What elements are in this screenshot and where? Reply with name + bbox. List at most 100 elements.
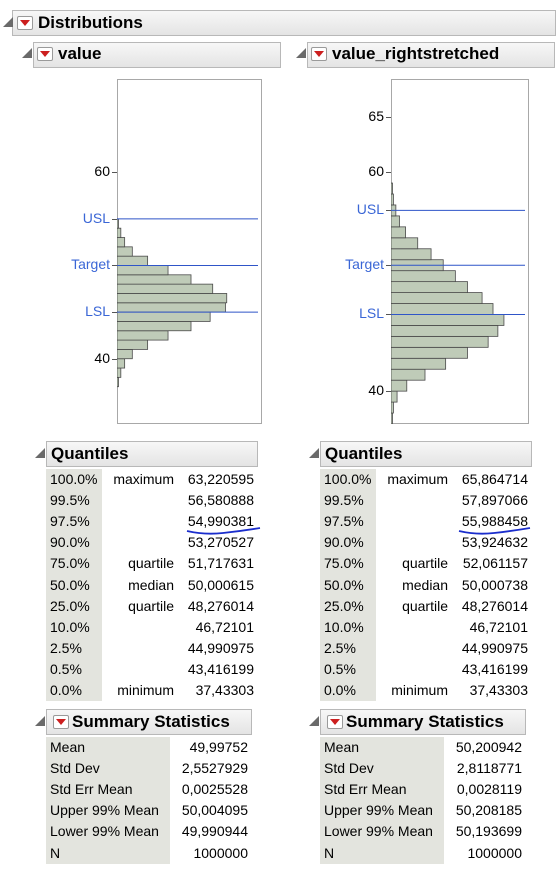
quantile-percent: 10.0% xyxy=(324,618,364,635)
quantile-label xyxy=(376,532,448,553)
histogram-bar xyxy=(117,339,149,350)
quantile-label: median xyxy=(402,576,448,593)
histogram-bar xyxy=(117,376,119,388)
histogram-bar xyxy=(117,358,126,369)
y-tick-mark xyxy=(112,172,117,174)
y-tick-mark xyxy=(112,265,117,267)
quantile-label: minimum xyxy=(117,682,174,698)
summary-label: N xyxy=(324,844,335,861)
quantile-label: minimum xyxy=(391,682,448,698)
disclosure-triangle-icon[interactable] xyxy=(35,716,45,726)
histogram-chart xyxy=(391,182,525,424)
histogram-bar xyxy=(117,293,228,304)
summary-value: 1000000 xyxy=(467,844,522,861)
summary-label: Upper 99% Mean xyxy=(50,802,159,819)
quantile-value: 48,276014 xyxy=(461,597,528,614)
red-triangle-menu-icon[interactable] xyxy=(37,47,53,61)
quantile-label: quartile xyxy=(128,555,174,572)
y-tick-mark xyxy=(386,210,391,212)
histogram-bar xyxy=(117,330,169,341)
summary-value: 50,200942 xyxy=(455,739,522,755)
quantile-percent: 0.0% xyxy=(50,682,82,698)
quantile-value: 48,276014 xyxy=(187,597,254,614)
quantile-percent: 10.0% xyxy=(50,618,90,635)
spec-limit-label: Target xyxy=(345,256,384,273)
y-tick-mark xyxy=(386,391,391,393)
quantile-percent: 99.5% xyxy=(50,492,90,509)
quantile-percent: 0.5% xyxy=(50,660,82,677)
summary-title: Summary Statistics xyxy=(346,712,504,731)
disclosure-triangle-icon[interactable] xyxy=(309,716,319,726)
summary-label: Lower 99% Mean xyxy=(324,823,433,840)
histogram-bar xyxy=(391,412,393,424)
quantile-value: 50,000738 xyxy=(461,576,528,593)
disclosure-triangle-icon[interactable] xyxy=(3,17,13,27)
histogram-bar xyxy=(391,281,468,293)
quantiles-pct-column xyxy=(46,469,102,702)
histogram-bar xyxy=(391,292,483,304)
quantile-percent: 0.0% xyxy=(324,682,356,698)
y-tick-mark xyxy=(386,265,391,267)
histogram-bar xyxy=(391,335,489,348)
quantile-label: quartile xyxy=(128,597,174,614)
disclosure-triangle-icon[interactable] xyxy=(296,48,306,58)
quantile-value: 46,72101 xyxy=(469,618,528,635)
quantile-percent: 0.5% xyxy=(324,660,356,677)
summary-value: 50,193699 xyxy=(455,823,522,840)
panel-header xyxy=(307,42,555,68)
spec-limit-label: Target xyxy=(71,256,110,273)
y-tick-label: 40 xyxy=(368,382,384,399)
summary-label-column xyxy=(320,737,444,864)
quantile-label xyxy=(376,511,448,532)
quantile-percent: 100.0% xyxy=(324,471,372,487)
y-tick-mark xyxy=(112,218,117,220)
quantile-percent: 25.0% xyxy=(50,597,90,614)
red-triangle-menu-icon[interactable] xyxy=(53,715,69,729)
summary-label: Std Err Mean xyxy=(324,781,407,798)
histogram-bar xyxy=(391,357,447,370)
quantile-percent: 99.5% xyxy=(324,492,364,509)
disclosure-triangle-icon[interactable] xyxy=(35,448,45,458)
histogram-bar xyxy=(117,237,126,248)
red-triangle-menu-icon[interactable] xyxy=(17,16,33,30)
summary-value: 1000000 xyxy=(193,844,248,861)
quantile-label xyxy=(102,659,174,680)
histogram-bar xyxy=(391,314,505,326)
handwritten-underline-annotation xyxy=(458,527,531,535)
disclosure-triangle-icon[interactable] xyxy=(309,448,319,458)
summary-label: Std Err Mean xyxy=(50,781,133,798)
quantile-value: 43,416199 xyxy=(461,660,528,677)
quantiles-header xyxy=(320,441,532,467)
quantile-value: 43,416199 xyxy=(187,660,254,677)
histogram-bar xyxy=(391,237,419,250)
quantile-value: 53,270527 xyxy=(187,534,254,551)
quantile-value: 37,43303 xyxy=(469,682,528,698)
quantile-label xyxy=(102,511,174,532)
histogram-bar xyxy=(391,193,394,206)
quantile-percent: 90.0% xyxy=(50,534,90,551)
red-triangle-menu-icon[interactable] xyxy=(327,715,343,729)
summary-value: 0,0025528 xyxy=(181,781,248,798)
summary-value: 49,99752 xyxy=(189,739,248,755)
histogram-bar xyxy=(391,215,400,228)
red-triangle-menu-icon[interactable] xyxy=(311,47,327,61)
y-tick-label: 60 xyxy=(94,163,110,180)
quantiles-title: Quantiles xyxy=(325,444,403,463)
panel-title: value_rightstretched xyxy=(332,44,500,63)
quantile-value: 37,43303 xyxy=(195,682,254,698)
quantile-value: 44,990975 xyxy=(187,639,254,656)
quantile-label: maximum xyxy=(387,471,448,487)
disclosure-triangle-icon[interactable] xyxy=(22,48,32,58)
panel-title: value xyxy=(58,44,102,63)
quantile-percent: 90.0% xyxy=(324,534,364,551)
handwritten-underline-annotation xyxy=(186,527,261,535)
histogram-bar xyxy=(117,218,119,229)
histogram-bar xyxy=(391,390,398,403)
quantile-percent: 2.5% xyxy=(324,639,356,656)
quantile-label: quartile xyxy=(402,597,448,614)
spec-limit-label: LSL xyxy=(85,303,110,320)
quantile-percent: 2.5% xyxy=(50,639,82,656)
quantile-percent: 25.0% xyxy=(324,597,364,614)
histogram-bar xyxy=(117,274,192,285)
histogram-bar xyxy=(391,248,432,261)
